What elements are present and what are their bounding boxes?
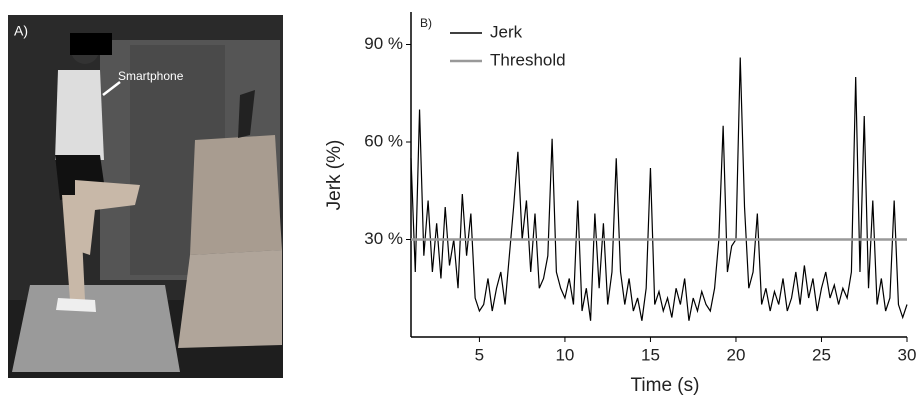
- x-tick-label: 15: [641, 345, 660, 364]
- annotation: Smartphone: [118, 69, 184, 83]
- panel-label: A): [14, 23, 28, 39]
- x-axis-label: Time (s): [631, 375, 700, 396]
- laptop: [238, 90, 255, 138]
- face-mask: [70, 33, 112, 55]
- x-tick-label: 10: [555, 345, 574, 364]
- x-tick-label: 20: [727, 345, 746, 364]
- series-line: [410, 57, 908, 321]
- photo: A) Smartphone: [8, 15, 283, 378]
- mat: [12, 285, 180, 372]
- y-tick-label: 30 %: [364, 229, 403, 248]
- x-tick-label: 5: [475, 345, 484, 364]
- x-tick-label: 30: [898, 345, 917, 364]
- legend-label: Threshold: [490, 50, 566, 69]
- panel-label: B): [420, 16, 432, 30]
- y-axis-label: Jerk (%): [324, 140, 345, 211]
- box-bottom: [178, 250, 282, 348]
- box-top: [190, 135, 282, 255]
- y-tick-label: 90 %: [364, 34, 403, 53]
- legend-label: Jerk: [490, 22, 523, 41]
- shoe: [56, 298, 96, 312]
- y-tick-label: 60 %: [364, 131, 403, 150]
- x-tick-label: 25: [812, 345, 831, 364]
- raised-leg: [75, 180, 140, 255]
- arrow: [102, 81, 121, 96]
- shirt: [55, 70, 104, 160]
